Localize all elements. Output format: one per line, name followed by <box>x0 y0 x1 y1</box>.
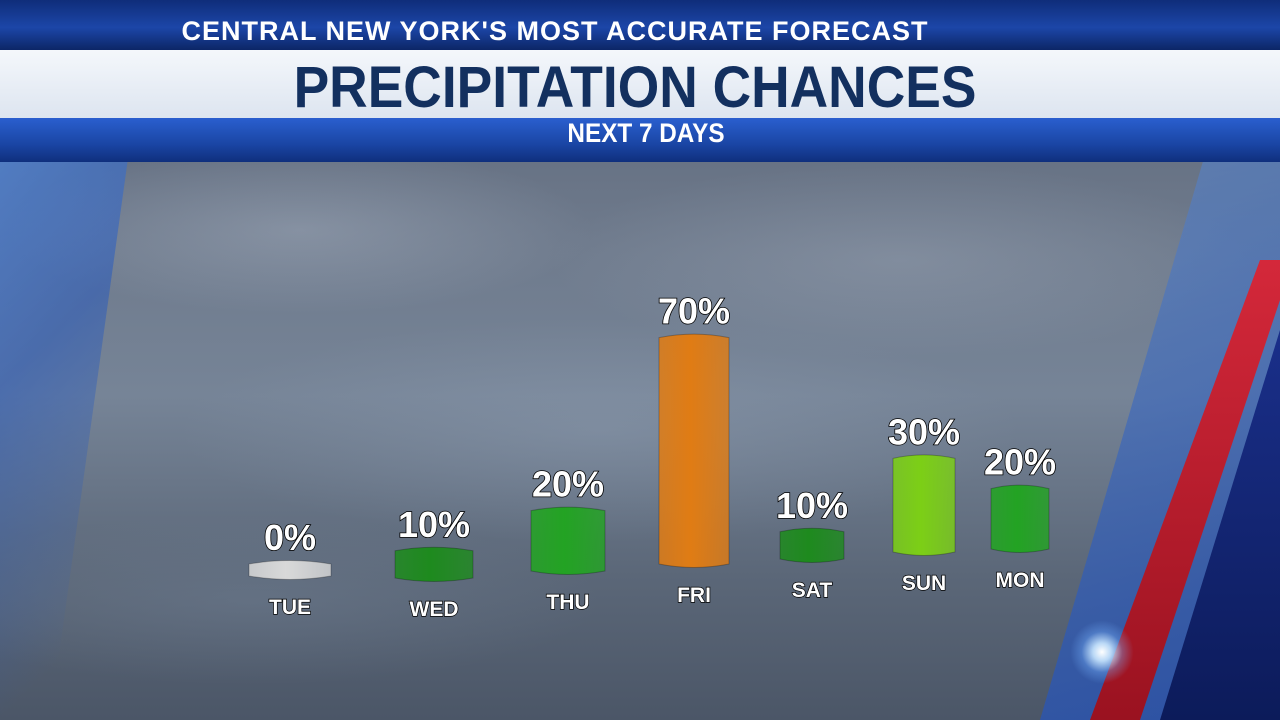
bar-fri <box>658 333 730 568</box>
day-label-sun: SUN <box>902 572 946 595</box>
lens-flare <box>1070 620 1134 684</box>
bar-sat <box>779 527 845 563</box>
top-tagline: CENTRAL NEW YORK'S MOST ACCURATE FORECAS… <box>181 16 929 46</box>
value-label-sat: 10% <box>776 485 848 526</box>
bar-sun <box>892 454 956 556</box>
day-label-sat: SAT <box>792 579 833 602</box>
day-label-tue: TUE <box>269 596 311 619</box>
bar-thu <box>530 506 606 575</box>
value-label-tue: 0% <box>264 517 316 558</box>
bar-tue <box>248 560 332 580</box>
bar-wed <box>394 546 474 582</box>
value-label-wed: 10% <box>398 504 470 545</box>
value-label-sun: 30% <box>888 411 960 452</box>
title-banner <box>0 50 1280 118</box>
day-label-thu: THU <box>546 591 589 614</box>
top-banner <box>0 0 1280 50</box>
value-label-fri: 70% <box>658 291 730 332</box>
subtitle-banner <box>0 118 1280 162</box>
day-label-fri: FRI <box>677 584 711 607</box>
day-label-mon: MON <box>996 569 1045 592</box>
value-label-mon: 20% <box>984 442 1056 483</box>
value-label-thu: 20% <box>532 464 604 505</box>
page-title: PRECIPITATION CHANCES <box>293 55 977 120</box>
page-subtitle: NEXT 7 DAYS <box>567 118 725 148</box>
bar-mon <box>990 484 1050 553</box>
day-label-wed: WED <box>410 598 459 621</box>
